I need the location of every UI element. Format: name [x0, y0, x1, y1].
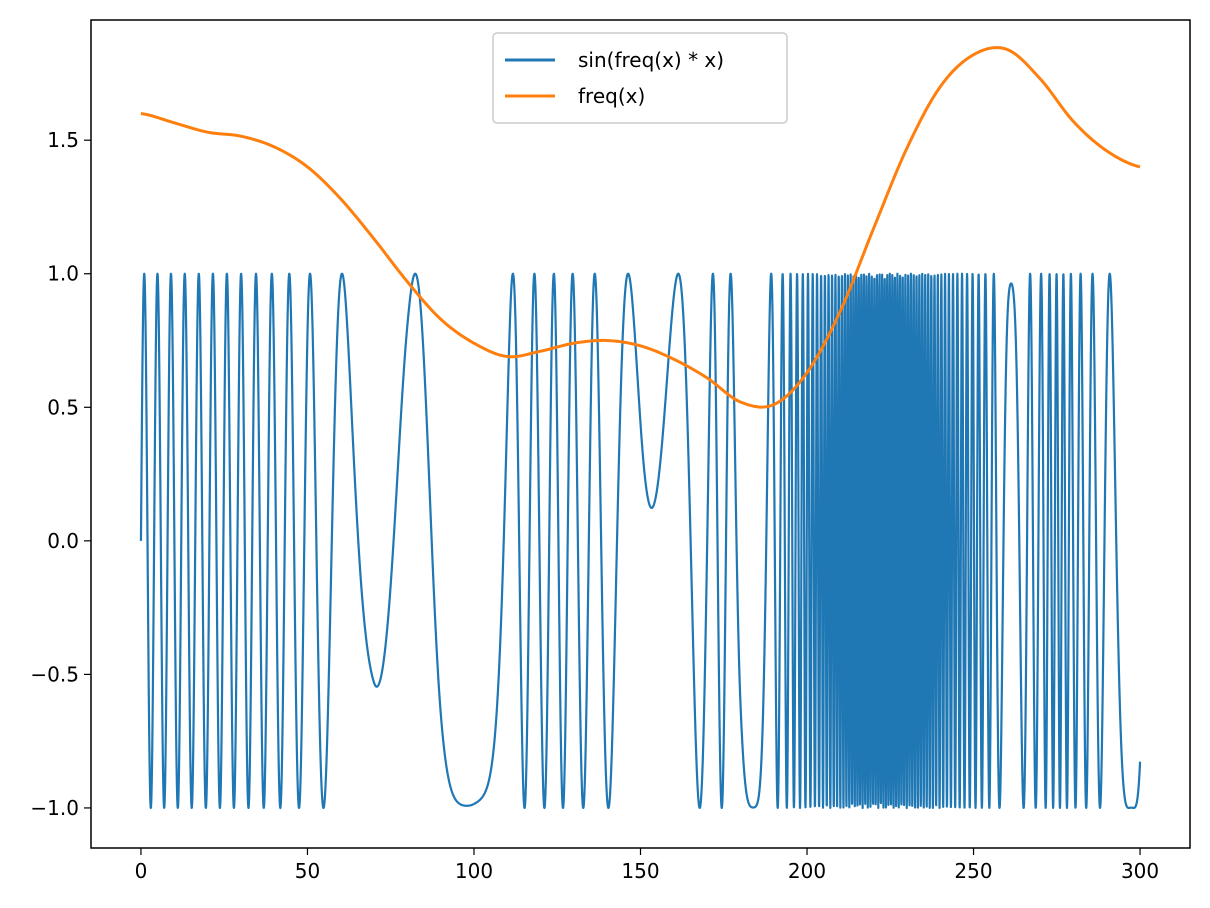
y-tick-label: −1.0 — [30, 796, 79, 820]
x-tick-label: 200 — [788, 859, 826, 883]
series-line-sin — [139, 272, 1142, 810]
y-tick-label: −0.5 — [30, 662, 79, 686]
x-tick-label: 150 — [621, 859, 659, 883]
x-tick-label: 50 — [295, 859, 320, 883]
legend-label-freq: freq(x) — [578, 84, 645, 108]
x-axis: 0 50 100 150 200 250 300 — [135, 848, 1159, 883]
legend-label-sin: sin(freq(x) * x) — [578, 48, 724, 72]
y-axis: −1.0 −0.5 0.0 0.5 1.0 1.5 — [30, 128, 91, 820]
series-line-freq — [140, 46, 1141, 409]
x-tick-label: 100 — [455, 859, 493, 883]
legend: sin(freq(x) * x) freq(x) — [492, 32, 788, 124]
y-tick-label: 1.5 — [47, 128, 79, 152]
x-tick-label: 250 — [954, 859, 992, 883]
series-layer — [139, 46, 1142, 810]
y-tick-label: 0.5 — [47, 395, 79, 419]
x-tick-label: 0 — [135, 859, 148, 883]
y-tick-label: 1.0 — [47, 262, 79, 286]
x-tick-label: 300 — [1121, 859, 1159, 883]
y-tick-label: 0.0 — [47, 529, 79, 553]
legend-box — [492, 32, 788, 124]
